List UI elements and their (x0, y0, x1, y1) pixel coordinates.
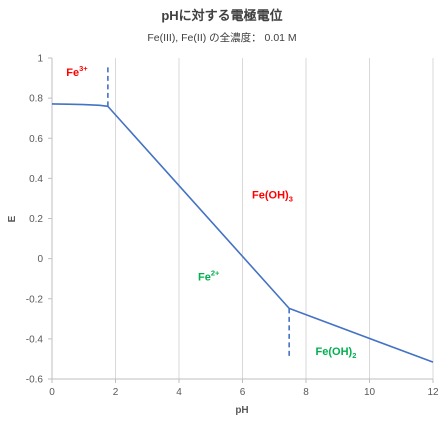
x-tick-label: 2 (113, 387, 119, 398)
y-axis-label: E (7, 215, 18, 222)
region-label: Fe(OH)3 (252, 189, 293, 203)
y-tick-label: 0.4 (29, 174, 43, 185)
y-tick-label: -0.4 (26, 334, 44, 345)
y-tick-label: 0.8 (29, 94, 43, 105)
y-tick-label: 0.6 (29, 134, 43, 145)
region-label: Fe2+ (198, 269, 220, 284)
y-tick-label: -0.6 (26, 375, 44, 386)
x-tick-label: 6 (240, 387, 246, 398)
x-tick-label: 4 (176, 387, 182, 398)
marks (51, 64, 434, 363)
x-axis-label: pH (235, 405, 248, 416)
y-tick-label: 0.2 (29, 214, 43, 225)
y-tick-label: -0.2 (26, 294, 44, 305)
x-tick-label: 8 (303, 387, 309, 398)
region-labels: Fe3+ Fe(OH)3 Fe2+ Fe(OH)2 (66, 64, 356, 360)
y-tick-label: 0 (37, 254, 43, 265)
x-tick-label: 0 (49, 387, 55, 398)
chart-subtitle: Fe(III), Fe(II) の全濃度： 0.01 M (147, 31, 296, 44)
x-tick-label: 10 (364, 387, 376, 398)
chart-title: pHに対する電極電位 (161, 8, 282, 23)
grid (115, 58, 434, 379)
y-tick-label: 1 (37, 54, 43, 65)
region-label: Fe(OH)2 (316, 346, 357, 360)
region-label: Fe3+ (66, 64, 88, 79)
x-tick-label: 12 (427, 387, 439, 398)
axes: -0.6-0.4-0.200.20.40.60.810 2 4 6 8 10 12 (26, 54, 439, 399)
